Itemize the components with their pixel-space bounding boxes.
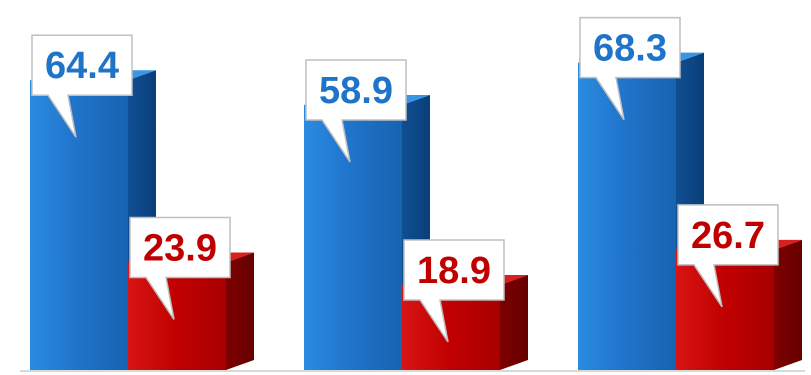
data-label-text: 18.9 — [417, 250, 491, 292]
callout-box — [129, 216, 231, 320]
data-label-text: 26.7 — [691, 215, 765, 257]
data-label-red-1: 23.9 — [129, 216, 231, 320]
data-label-text: 23.9 — [143, 227, 217, 269]
data-labels: 64.4 58.9 68.3 23.9 18.9 26.7 — [31, 16, 779, 343]
bar-front-face — [304, 104, 402, 370]
data-label-text: 68.3 — [593, 28, 667, 70]
data-label-blue-3: 68.3 — [579, 16, 681, 121]
data-label-red-3: 26.7 — [677, 204, 779, 308]
callout-box — [31, 34, 133, 138]
bar-red-3 — [676, 239, 802, 370]
bar-side-face — [774, 239, 802, 370]
data-label-blue-1: 64.4 — [31, 34, 133, 138]
callout-box — [579, 16, 681, 121]
callout-box — [305, 59, 407, 163]
data-label-text: 58.9 — [319, 70, 393, 112]
data-label-red-2: 18.9 — [403, 239, 505, 343]
callout-box — [403, 239, 505, 343]
bar-front-face — [30, 80, 128, 370]
data-label-text: 64.4 — [45, 45, 119, 87]
callout-box — [677, 204, 779, 308]
bar-side-face — [500, 274, 528, 370]
bar-front-face — [128, 262, 226, 370]
bar-front-face — [676, 249, 774, 370]
data-label-blue-2: 58.9 — [305, 59, 407, 163]
bar-side-face — [226, 252, 254, 370]
bar-front-face — [578, 62, 676, 371]
